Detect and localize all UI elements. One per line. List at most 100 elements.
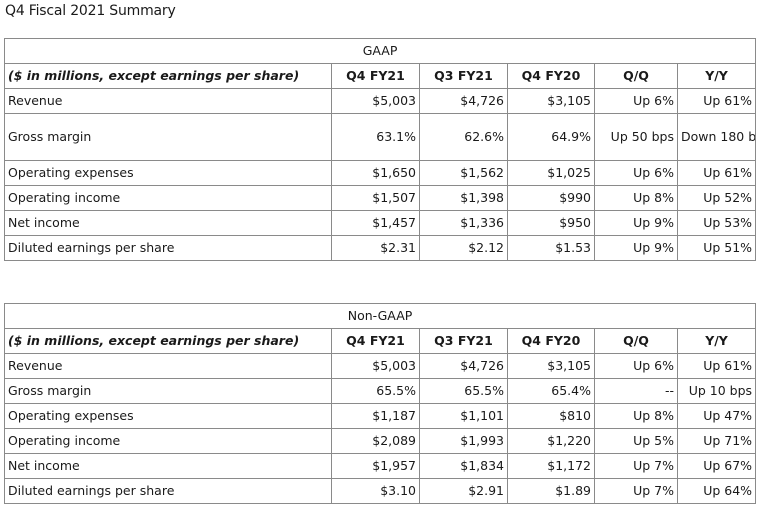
- table-cell: $2.12: [419, 235, 508, 261]
- page-title: Q4 Fiscal 2021 Summary: [5, 3, 176, 19]
- column-header: Q/Q: [594, 328, 678, 354]
- table-cell: 65.5%: [331, 378, 420, 404]
- table-row: Gross margin 63.1% 62.6% 64.9% Up 50 bps…: [4, 113, 757, 161]
- table-row: Revenue $5,003 $4,726 $3,105 Up 6% Up 61…: [4, 353, 757, 379]
- row-label: Net income: [4, 210, 332, 236]
- table-cell: Up 67%: [676, 453, 757, 479]
- table-cell: $4,726: [419, 353, 508, 379]
- non-gaap-summary-table: Non-GAAP ($ in millions, except earnings…: [3, 303, 757, 504]
- table-row: Revenue $5,003 $4,726 $3,105 Up 6% Up 61…: [4, 88, 757, 114]
- table-cell: Up 64%: [676, 478, 757, 504]
- table-cell: $5,003: [331, 353, 420, 379]
- table-cell: Up 6%: [594, 160, 678, 186]
- table-cell: Up 61%: [676, 88, 757, 114]
- column-header: ($ in millions, except earnings per shar…: [4, 63, 332, 89]
- table-cell: $2.31: [331, 235, 420, 261]
- table-row: Operating income $1,507 $1,398 $990 Up 8…: [4, 185, 757, 211]
- table-row: Operating income $2,089 $1,993 $1,220 Up…: [4, 428, 757, 454]
- table-cell: $1,562: [419, 160, 508, 186]
- table-row: Operating expenses $1,187 $1,101 $810 Up…: [4, 403, 757, 429]
- table-cell: $1,507: [331, 185, 420, 211]
- table-row: Net income $1,957 $1,834 $1,172 Up 7% Up…: [4, 453, 757, 479]
- column-header: ($ in millions, except earnings per shar…: [4, 328, 332, 354]
- table-cell: $1,834: [419, 453, 508, 479]
- table-cell: $1,220: [507, 428, 595, 454]
- table-row: Operating expenses $1,650 $1,562 $1,025 …: [4, 160, 757, 186]
- row-label: Gross margin: [4, 378, 332, 404]
- column-header: Q4 FY20: [507, 328, 595, 354]
- column-header: Q4 FY21: [331, 63, 420, 89]
- row-label: Diluted earnings per share: [4, 478, 332, 504]
- table-row: Net income $1,457 $1,336 $950 Up 9% Up 5…: [4, 210, 757, 236]
- table-cell: $1,336: [419, 210, 508, 236]
- table-cell: Up 10 bps: [676, 378, 757, 404]
- row-label: Operating expenses: [4, 160, 332, 186]
- header-row: ($ in millions, except earnings per shar…: [4, 63, 757, 89]
- table-cell: 65.5%: [419, 378, 508, 404]
- table-cell: $1,101: [419, 403, 508, 429]
- table-cell: $990: [507, 185, 595, 211]
- table-cell: 62.6%: [419, 113, 508, 161]
- row-label: Operating income: [4, 185, 332, 211]
- row-label: Operating income: [4, 428, 332, 454]
- table-cell: --: [594, 378, 678, 404]
- row-label: Net income: [4, 453, 332, 479]
- table-cell: Up 8%: [594, 185, 678, 211]
- row-label: Revenue: [4, 353, 332, 379]
- section-title: Non-GAAP: [3, 303, 757, 329]
- column-header: Q3 FY21: [419, 63, 508, 89]
- table-row: Gross margin 65.5% 65.5% 65.4% -- Up 10 …: [4, 378, 757, 404]
- column-header: Y/Y: [676, 328, 757, 354]
- table-cell: Up 5%: [594, 428, 678, 454]
- table-cell: 64.9%: [507, 113, 595, 161]
- table-cell: Down 180 bps: [676, 113, 757, 161]
- table-cell: $4,726: [419, 88, 508, 114]
- table-row: Diluted earnings per share $2.31 $2.12 $…: [4, 235, 757, 261]
- table-cell: Up 50 bps: [594, 113, 678, 161]
- table-cell: $1,187: [331, 403, 420, 429]
- table-cell: $1,172: [507, 453, 595, 479]
- table-cell: $1,398: [419, 185, 508, 211]
- column-header: Q4 FY21: [331, 328, 420, 354]
- table-cell: $2,089: [331, 428, 420, 454]
- row-label: Revenue: [4, 88, 332, 114]
- header-row: ($ in millions, except earnings per shar…: [4, 328, 757, 354]
- table-cell: $1,957: [331, 453, 420, 479]
- table-cell: $2.91: [419, 478, 508, 504]
- table-cell: Up 61%: [676, 353, 757, 379]
- table-cell: $3.10: [331, 478, 420, 504]
- table-cell: $1,025: [507, 160, 595, 186]
- table-cell: Up 8%: [594, 403, 678, 429]
- table-cell: Up 7%: [594, 478, 678, 504]
- table-cell: Up 47%: [676, 403, 757, 429]
- table-cell: $1.89: [507, 478, 595, 504]
- table-cell: Up 7%: [594, 453, 678, 479]
- table-cell: $1,650: [331, 160, 420, 186]
- table-cell: $810: [507, 403, 595, 429]
- column-header: Q/Q: [594, 63, 678, 89]
- table-cell: $3,105: [507, 353, 595, 379]
- table-cell: Up 61%: [676, 160, 757, 186]
- table-cell: $950: [507, 210, 595, 236]
- row-label: Operating expenses: [4, 403, 332, 429]
- table-cell: Up 52%: [676, 185, 757, 211]
- table-cell: 63.1%: [331, 113, 420, 161]
- table-cell: $1.53: [507, 235, 595, 261]
- table-cell: Up 6%: [594, 88, 678, 114]
- table-cell: $5,003: [331, 88, 420, 114]
- column-header: Q4 FY20: [507, 63, 595, 89]
- table-cell: Up 71%: [676, 428, 757, 454]
- table-cell: Up 9%: [594, 210, 678, 236]
- table-cell: 65.4%: [507, 378, 595, 404]
- table-cell: Up 6%: [594, 353, 678, 379]
- column-header: Y/Y: [676, 63, 757, 89]
- table-cell: Up 51%: [676, 235, 757, 261]
- table-row: Diluted earnings per share $3.10 $2.91 $…: [4, 478, 757, 504]
- row-label: Diluted earnings per share: [4, 235, 332, 261]
- column-header: Q3 FY21: [419, 328, 508, 354]
- table-cell: $1,993: [419, 428, 508, 454]
- table-cell: $1,457: [331, 210, 420, 236]
- table-cell: $3,105: [507, 88, 595, 114]
- section-title: GAAP: [3, 38, 757, 64]
- row-label: Gross margin: [4, 113, 332, 161]
